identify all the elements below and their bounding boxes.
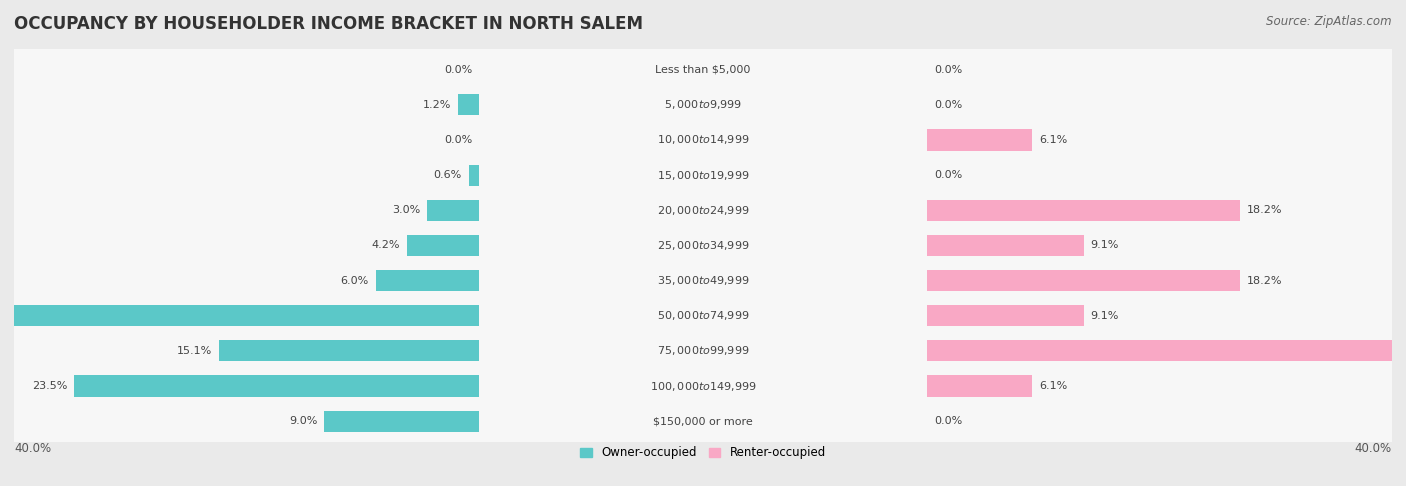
FancyBboxPatch shape <box>13 329 1393 373</box>
Bar <box>323 411 479 432</box>
FancyBboxPatch shape <box>13 153 1393 197</box>
Text: 15.1%: 15.1% <box>177 346 212 356</box>
Text: 23.5%: 23.5% <box>32 381 67 391</box>
Text: 6.1%: 6.1% <box>1039 381 1067 391</box>
FancyBboxPatch shape <box>13 364 1393 408</box>
Text: 0.0%: 0.0% <box>444 135 472 145</box>
Bar <box>927 340 1406 362</box>
Bar <box>927 200 1240 221</box>
FancyBboxPatch shape <box>13 83 1393 127</box>
Text: 9.0%: 9.0% <box>288 416 318 426</box>
Bar <box>406 235 479 256</box>
Legend: Owner-occupied, Renter-occupied: Owner-occupied, Renter-occupied <box>575 441 831 464</box>
Text: Source: ZipAtlas.com: Source: ZipAtlas.com <box>1267 15 1392 28</box>
Bar <box>927 376 1032 397</box>
Bar <box>375 270 479 291</box>
Text: $35,000 to $49,999: $35,000 to $49,999 <box>657 274 749 287</box>
Text: 9.1%: 9.1% <box>1091 241 1119 250</box>
Text: 1.2%: 1.2% <box>423 100 451 110</box>
FancyBboxPatch shape <box>13 399 1393 443</box>
FancyBboxPatch shape <box>13 259 1393 303</box>
Bar <box>927 270 1240 291</box>
Text: 0.0%: 0.0% <box>444 65 472 75</box>
Bar <box>219 340 479 362</box>
Bar <box>927 305 1084 326</box>
FancyBboxPatch shape <box>13 48 1393 92</box>
Text: $150,000 or more: $150,000 or more <box>654 416 752 426</box>
FancyBboxPatch shape <box>13 188 1393 232</box>
Text: 6.0%: 6.0% <box>340 276 368 286</box>
Text: $10,000 to $14,999: $10,000 to $14,999 <box>657 134 749 146</box>
Text: $50,000 to $74,999: $50,000 to $74,999 <box>657 309 749 322</box>
FancyBboxPatch shape <box>13 223 1393 268</box>
Text: 0.0%: 0.0% <box>934 416 962 426</box>
Text: 18.2%: 18.2% <box>1247 205 1282 215</box>
Text: $5,000 to $9,999: $5,000 to $9,999 <box>664 98 742 111</box>
Text: 40.0%: 40.0% <box>1355 442 1392 455</box>
Text: 0.6%: 0.6% <box>433 170 461 180</box>
Text: 0.0%: 0.0% <box>934 65 962 75</box>
Text: 3.0%: 3.0% <box>392 205 420 215</box>
Bar <box>927 235 1084 256</box>
Text: 0.0%: 0.0% <box>934 100 962 110</box>
Bar <box>458 94 479 115</box>
Text: Less than $5,000: Less than $5,000 <box>655 65 751 75</box>
Text: 18.2%: 18.2% <box>1247 276 1282 286</box>
Text: 9.1%: 9.1% <box>1091 311 1119 321</box>
Text: $100,000 to $149,999: $100,000 to $149,999 <box>650 380 756 393</box>
Bar <box>0 305 479 326</box>
Bar <box>468 165 479 186</box>
Text: 4.2%: 4.2% <box>371 241 399 250</box>
Text: 0.0%: 0.0% <box>934 170 962 180</box>
Bar <box>927 129 1032 151</box>
Text: OCCUPANCY BY HOUSEHOLDER INCOME BRACKET IN NORTH SALEM: OCCUPANCY BY HOUSEHOLDER INCOME BRACKET … <box>14 15 643 33</box>
Text: $20,000 to $24,999: $20,000 to $24,999 <box>657 204 749 217</box>
Text: 6.1%: 6.1% <box>1039 135 1067 145</box>
Text: 40.0%: 40.0% <box>14 442 51 455</box>
FancyBboxPatch shape <box>13 118 1393 162</box>
FancyBboxPatch shape <box>13 294 1393 338</box>
Text: $15,000 to $19,999: $15,000 to $19,999 <box>657 169 749 182</box>
Text: $25,000 to $34,999: $25,000 to $34,999 <box>657 239 749 252</box>
Text: $75,000 to $99,999: $75,000 to $99,999 <box>657 345 749 357</box>
Bar <box>427 200 479 221</box>
Bar <box>75 376 479 397</box>
